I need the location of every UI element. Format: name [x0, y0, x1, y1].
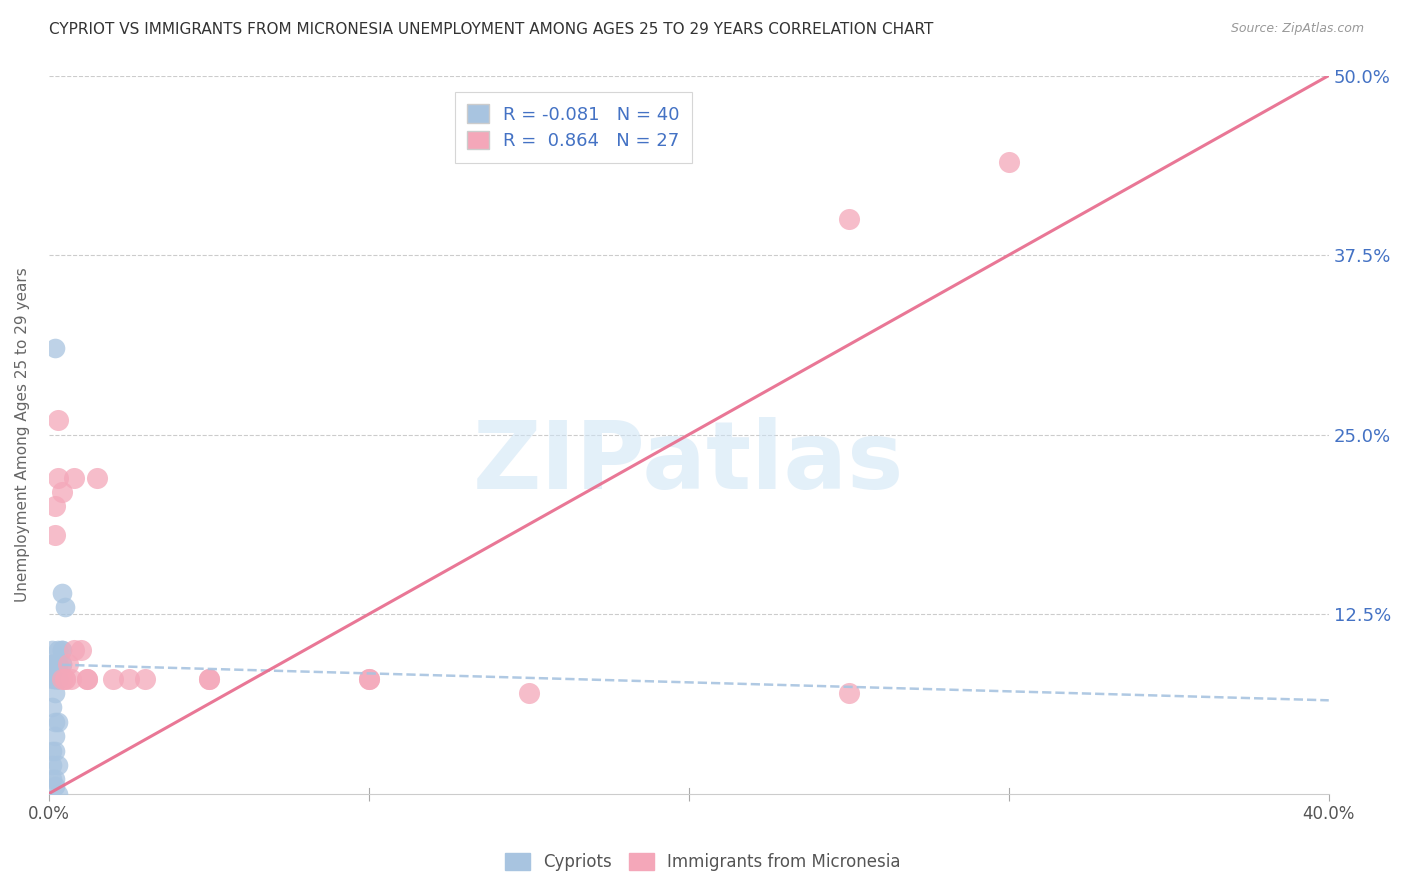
Point — [997, 154, 1019, 169]
Point — [44, 672, 66, 686]
Point — [63, 643, 86, 657]
Point — [44, 686, 66, 700]
Point — [48, 643, 70, 657]
Point — [60, 672, 83, 686]
Point — [48, 714, 70, 729]
Text: ZIPatlas: ZIPatlas — [472, 417, 904, 509]
Point — [41, 772, 63, 787]
Point — [48, 471, 70, 485]
Point — [838, 686, 860, 700]
Point — [51, 643, 73, 657]
Point — [53, 672, 76, 686]
Point — [56, 657, 79, 672]
Point — [44, 672, 66, 686]
Point — [134, 672, 156, 686]
Point — [41, 672, 63, 686]
Point — [51, 672, 73, 686]
Point — [41, 657, 63, 672]
Point — [48, 787, 70, 801]
Point — [44, 528, 66, 542]
Point — [357, 672, 380, 686]
Y-axis label: Unemployment Among Ages 25 to 29 years: Unemployment Among Ages 25 to 29 years — [15, 268, 30, 602]
Point — [53, 599, 76, 614]
Point — [48, 657, 70, 672]
Point — [197, 672, 219, 686]
Point — [44, 772, 66, 787]
Point — [44, 780, 66, 794]
Point — [41, 700, 63, 714]
Point — [197, 672, 219, 686]
Point — [44, 657, 66, 672]
Point — [517, 686, 540, 700]
Point — [357, 672, 380, 686]
Point — [69, 643, 91, 657]
Point — [86, 471, 108, 485]
Point — [44, 500, 66, 514]
Point — [76, 672, 98, 686]
Point — [48, 657, 70, 672]
Point — [48, 672, 70, 686]
Point — [63, 471, 86, 485]
Point — [118, 672, 141, 686]
Legend: Cypriots, Immigrants from Micronesia: Cypriots, Immigrants from Micronesia — [496, 845, 910, 880]
Point — [41, 758, 63, 772]
Point — [44, 657, 66, 672]
Point — [44, 729, 66, 743]
Point — [44, 657, 66, 672]
Point — [48, 672, 70, 686]
Point — [44, 657, 66, 672]
Point — [48, 657, 70, 672]
Point — [44, 672, 66, 686]
Text: Source: ZipAtlas.com: Source: ZipAtlas.com — [1230, 22, 1364, 36]
Point — [51, 657, 73, 672]
Point — [48, 672, 70, 686]
Point — [51, 585, 73, 599]
Point — [101, 672, 124, 686]
Point — [48, 672, 70, 686]
Point — [53, 672, 76, 686]
Point — [41, 743, 63, 757]
Point — [48, 672, 70, 686]
Point — [51, 485, 73, 500]
Point — [51, 657, 73, 672]
Point — [44, 714, 66, 729]
Point — [51, 643, 73, 657]
Text: CYPRIOT VS IMMIGRANTS FROM MICRONESIA UNEMPLOYMENT AMONG AGES 25 TO 29 YEARS COR: CYPRIOT VS IMMIGRANTS FROM MICRONESIA UN… — [49, 22, 934, 37]
Point — [41, 643, 63, 657]
Point — [838, 212, 860, 227]
Point — [48, 758, 70, 772]
Point — [76, 672, 98, 686]
Point — [44, 342, 66, 356]
Point — [44, 743, 66, 757]
Legend: R = -0.081   N = 40, R =  0.864   N = 27: R = -0.081 N = 40, R = 0.864 N = 27 — [454, 92, 693, 163]
Point — [41, 657, 63, 672]
Point — [48, 413, 70, 427]
